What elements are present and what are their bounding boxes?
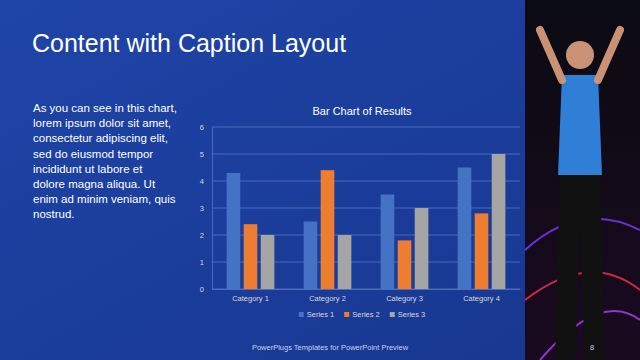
caption-line: consectetur adipiscing elit, [33,132,168,144]
background [0,0,640,360]
bar [475,213,489,289]
chart-title: Bar Chart of Results [312,105,412,117]
grid-line [212,127,520,128]
y-tick-label: 4 [200,177,204,186]
legend-label: Series 1 [307,310,335,319]
x-tick-label: Category 1 [232,294,269,303]
bar [261,235,275,289]
y-tick-label: 0 [200,285,204,294]
grid-line [212,181,520,182]
figure-legs [555,175,605,360]
bar [398,240,412,289]
bars [227,154,506,289]
x-tick: Category 3 [386,289,423,303]
x-tick: Category 1 [232,289,269,303]
figure-head [566,41,594,69]
x-tick-label: Category 3 [386,294,423,303]
x-tick-label: Category 2 [309,294,346,303]
bar [227,173,241,289]
photo-background [525,0,640,360]
grid-line [212,262,520,263]
caption: As you can see in this chart, lorem ipsum… [33,102,177,220]
y-tick: 5 [200,150,212,159]
y-tick: 3 [200,204,212,213]
legend-item: Series 3 [390,310,426,319]
slide: Content with Caption Layout As you can se… [0,0,640,360]
page-number: 8 [590,343,594,352]
x-axis-line [213,289,521,290]
grid-line [212,208,520,209]
y-tick-label: 5 [200,150,204,159]
y-tick: 6 [200,123,212,132]
photo-panel [525,0,640,360]
grid [212,127,520,289]
chart: Bar Chart of Results0123456Category 1Cat… [200,105,521,319]
figure-arms [540,30,620,80]
caption-line: enim ad minim veniam, quis [33,193,176,205]
x-axis: Category 1 Category 2 Category 3 Category 4 [213,289,521,303]
x-tick-label: Category 4 [463,294,500,303]
footer: PowerPlugs Templates for PowerPoint Prev… [252,343,409,352]
bar [338,235,352,289]
caption-line: lorem ipsum dolor sit amet, [33,117,171,129]
bar [492,154,506,289]
bar [381,195,395,290]
y-axis: 0 1 2 3 4 5 6 [200,123,213,294]
grid-line [212,289,520,290]
y-tick: 0 [200,285,212,294]
legend-label: Series 2 [352,310,380,319]
bar [244,224,258,289]
bar [415,208,429,289]
caption-line: sed do eiusmod tempor [33,148,153,160]
bar-series [244,170,489,289]
grid-line [212,235,520,236]
y-tick: 4 [200,177,212,186]
x-tick: Category 2 [309,289,346,303]
bar [321,170,335,289]
legend-swatch [299,312,304,317]
caption-line: dolore magna aliqua. Ut [33,178,156,190]
y-axis-line [212,128,213,290]
caption-line: As you can see in this chart, [33,102,177,114]
caption-line: nostrud. [33,208,75,220]
y-tick-label: 2 [200,231,204,240]
y-tick: 1 [200,258,212,267]
legend-swatch [390,312,395,317]
legend: Series 1 Series 2 Series 3 [299,310,426,319]
y-tick-label: 1 [200,258,204,267]
legend-item: Series 1 [299,310,335,319]
x-tick: Category 4 [463,289,500,303]
bar [304,222,318,290]
legend-swatch [344,312,349,317]
y-tick-label: 3 [200,204,204,213]
legend-label: Series 3 [398,310,426,319]
legend-item: Series 2 [344,310,380,319]
bar [458,168,472,290]
figure-body [558,75,602,175]
y-tick: 2 [200,231,212,240]
slide-title: Content with Caption Layout [32,29,346,57]
grid-line [212,154,520,155]
caption-line: incididunt ut labore et [33,163,143,175]
y-tick-label: 6 [200,123,204,132]
bar-series [261,154,506,289]
bar-series [227,168,472,290]
